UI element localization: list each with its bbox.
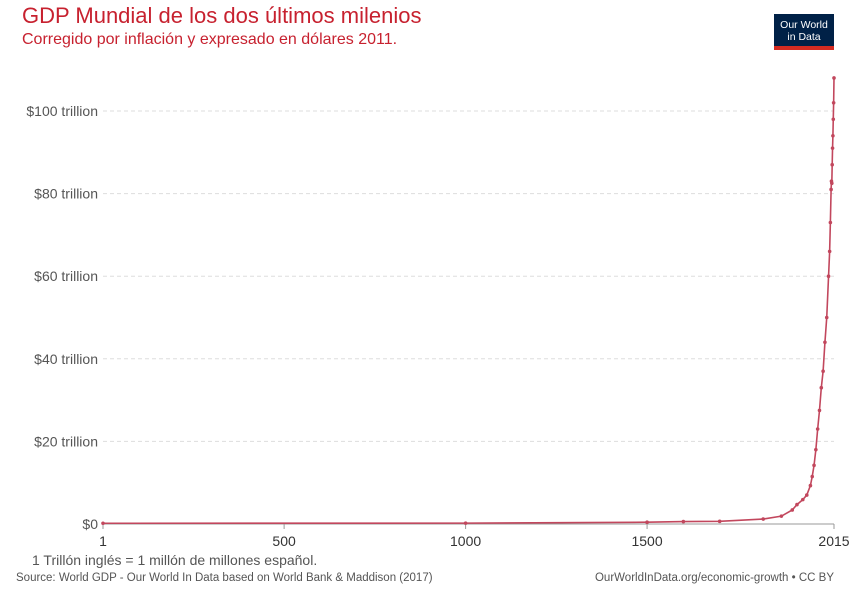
logo-line-1: Our World xyxy=(780,19,828,31)
x-tick-label: 500 xyxy=(272,533,296,549)
data-point[interactable] xyxy=(463,521,468,525)
data-point[interactable] xyxy=(810,474,815,479)
data-point[interactable] xyxy=(821,369,825,373)
data-point[interactable] xyxy=(761,517,766,521)
data-point[interactable] xyxy=(830,181,834,186)
data-point[interactable] xyxy=(717,519,722,524)
data-point[interactable] xyxy=(808,483,813,488)
data-point[interactable] xyxy=(101,521,105,526)
x-tick-label: 2015 xyxy=(818,533,849,549)
data-point[interactable] xyxy=(826,274,831,279)
data-point[interactable] xyxy=(800,497,805,502)
series-layer xyxy=(101,76,836,526)
unit-note: 1 Trillón inglés = 1 millón de millones … xyxy=(32,552,318,568)
y-axis-ticks: $0 $20 trillion $40 trillion $60 trillion $8… xyxy=(26,103,98,532)
data-point[interactable] xyxy=(681,519,686,524)
y-tick-label: $20 trillion xyxy=(34,433,98,449)
y-tick-label: $80 trillion xyxy=(34,186,98,202)
data-point[interactable] xyxy=(645,520,649,525)
data-point[interactable] xyxy=(817,408,822,413)
data-point[interactable] xyxy=(831,100,836,105)
x-axis-ticks: 1 500 1000 1500 2015 xyxy=(99,524,850,549)
data-point[interactable] xyxy=(830,162,834,167)
data-point[interactable] xyxy=(814,447,818,452)
y-tick-label: $100 trillion xyxy=(26,103,98,119)
credit-link[interactable]: OurWorldInData.org/economic-growth • CC … xyxy=(594,572,834,584)
data-point[interactable] xyxy=(831,133,835,138)
y-tick-label: $60 trillion xyxy=(34,268,98,284)
data-point[interactable] xyxy=(779,514,784,518)
y-tick-label: $40 trillion xyxy=(34,351,98,367)
grid-lines xyxy=(103,110,834,442)
data-point[interactable] xyxy=(824,315,829,320)
data-point[interactable] xyxy=(829,187,833,192)
logo-line-2: in Data xyxy=(787,31,821,43)
y-tick-label: $0 xyxy=(82,516,98,532)
data-point[interactable] xyxy=(819,385,824,390)
data-point[interactable] xyxy=(831,117,836,122)
series-line xyxy=(102,77,835,525)
x-tick-label: 1 xyxy=(99,533,107,549)
data-point[interactable] xyxy=(795,502,799,507)
source-text: Source: World GDP - Our World In Data ba… xyxy=(16,572,433,584)
data-point[interactable] xyxy=(827,249,832,254)
data-point[interactable] xyxy=(823,340,827,345)
data-point[interactable] xyxy=(832,76,836,80)
data-point[interactable] xyxy=(830,146,835,150)
data-point[interactable] xyxy=(804,493,809,497)
x-tick-label: 1500 xyxy=(631,533,662,549)
data-point[interactable] xyxy=(828,220,833,225)
data-point[interactable] xyxy=(790,508,795,512)
chart-subtitle: Corregido por inflación y expresado en d… xyxy=(22,31,398,48)
data-point[interactable] xyxy=(812,463,816,468)
x-tick-label: 1000 xyxy=(450,533,481,549)
owid-logo[interactable]: Our World in Data xyxy=(774,14,834,50)
data-point[interactable] xyxy=(815,427,820,431)
chart-title: GDP Mundial de los dos últimos milenios xyxy=(22,3,422,28)
